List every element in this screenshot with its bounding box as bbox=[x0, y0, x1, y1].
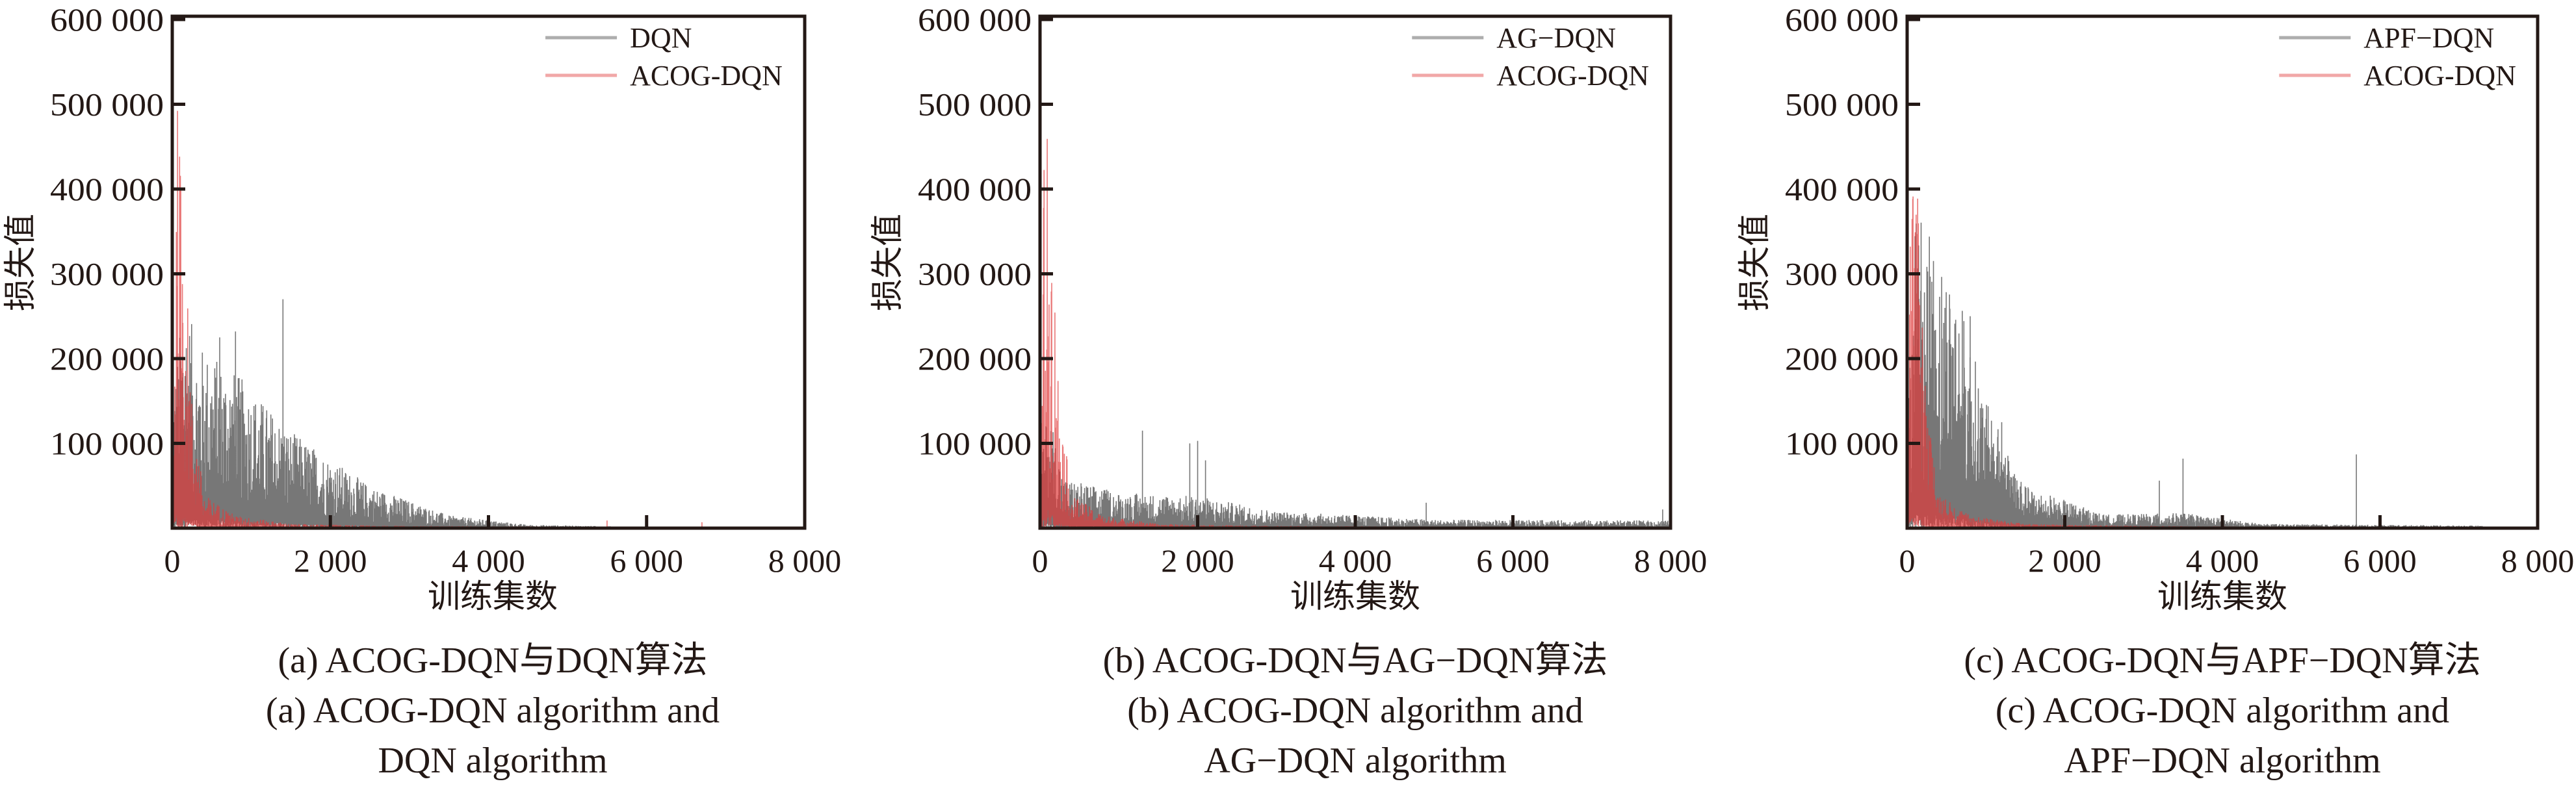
y-tick-label: 600 000 bbox=[50, 1, 164, 38]
chart-panel-a: 100 000 200 000 300 000 400 000 500 000 600 0… bbox=[2, 1, 841, 781]
y-tick-label: 100 000 bbox=[918, 426, 1032, 462]
x-tick-label: 2 000 bbox=[1161, 542, 1234, 579]
y-tick-label: 100 000 bbox=[1785, 426, 1899, 462]
x-tick-label: 4 000 bbox=[2186, 542, 2259, 579]
x-tick-label: 0 bbox=[164, 542, 181, 579]
y-tick-label: 500 000 bbox=[918, 86, 1032, 123]
x-tick-label: 8 000 bbox=[2501, 542, 2575, 579]
x-axis-label: 训练集数 bbox=[2157, 578, 2287, 615]
legend-label: AG−DQN bbox=[1496, 22, 1616, 54]
x-tick-label: 2 000 bbox=[294, 542, 367, 579]
x-tick-label: 8 000 bbox=[768, 542, 842, 579]
x-tick-label: 2 000 bbox=[2028, 542, 2101, 579]
y-tick-label: 300 000 bbox=[918, 256, 1032, 292]
x-tick-label: 4 000 bbox=[452, 542, 525, 579]
y-tick-label: 500 000 bbox=[1785, 86, 1899, 123]
caption-line: (b) ACOG-DQN与AG−DQN算法 bbox=[1103, 641, 1608, 681]
chart-panel-c: 100 000 200 000 300 000 400 000 500 000 600 0… bbox=[1736, 1, 2574, 781]
y-tick-label: 400 000 bbox=[918, 171, 1032, 207]
x-tick-label: 0 bbox=[1032, 542, 1048, 579]
y-axis-label: 损失值 bbox=[2, 214, 38, 311]
x-tick-label: 8 000 bbox=[1634, 542, 1708, 579]
chart-panel-b: 100 000 200 000 300 000 400 000 500 000 600 0… bbox=[869, 1, 1707, 781]
legend-label: APF−DQN bbox=[2363, 22, 2494, 54]
series-line-acog-dqn bbox=[1039, 138, 1671, 528]
y-tick-label: 100 000 bbox=[50, 426, 164, 462]
y-tick-label: 400 000 bbox=[50, 171, 164, 207]
caption-line: (a) ACOG-DQN与DQN算法 bbox=[278, 641, 707, 681]
y-tick-label: 200 000 bbox=[918, 340, 1032, 377]
legend-label: ACOG-DQN bbox=[2363, 60, 2516, 92]
x-axis-label: 训练集数 bbox=[1290, 578, 1420, 615]
legend-label: DQN bbox=[630, 22, 692, 54]
y-tick-label: 300 000 bbox=[50, 256, 164, 292]
x-axis-label: 训练集数 bbox=[428, 578, 558, 615]
y-tick-label: 600 000 bbox=[918, 1, 1032, 38]
caption-line: (c) ACOG-DQN与APF−DQN算法 bbox=[1964, 641, 2480, 681]
y-axis-label: 损失值 bbox=[1736, 214, 1773, 311]
x-tick-label: 4 000 bbox=[1319, 542, 1392, 579]
caption-line: (b) ACOG-DQN algorithm and bbox=[1127, 691, 1583, 731]
caption-line: (a) ACOG-DQN algorithm and bbox=[266, 691, 720, 731]
caption-line: DQN algorithm bbox=[378, 741, 607, 781]
y-tick-label: 400 000 bbox=[1785, 171, 1899, 207]
y-tick-label: 200 000 bbox=[1785, 340, 1899, 377]
series-line-baseline bbox=[1039, 426, 1671, 528]
legend-label: ACOG-DQN bbox=[1496, 60, 1649, 92]
caption-line: (c) ACOG-DQN algorithm and bbox=[1996, 691, 2449, 731]
x-tick-label: 0 bbox=[1899, 542, 1916, 579]
y-tick-label: 600 000 bbox=[1785, 1, 1899, 38]
y-axis-label: 损失值 bbox=[869, 214, 905, 311]
y-tick-label: 500 000 bbox=[50, 86, 164, 123]
y-tick-label: 200 000 bbox=[50, 340, 164, 377]
caption-line: APF−DQN algorithm bbox=[2064, 741, 2380, 781]
x-tick-label: 6 000 bbox=[2343, 542, 2417, 579]
series-line-baseline bbox=[1906, 222, 2483, 528]
plot-frame bbox=[1038, 14, 1672, 530]
series-line-baseline bbox=[172, 299, 750, 528]
y-tick-label: 300 000 bbox=[1785, 256, 1899, 292]
x-tick-label: 6 000 bbox=[610, 542, 684, 579]
x-tick-label: 6 000 bbox=[1476, 542, 1550, 579]
caption-line: AG−DQN algorithm bbox=[1204, 741, 1507, 781]
legend-label: ACOG-DQN bbox=[630, 60, 783, 92]
